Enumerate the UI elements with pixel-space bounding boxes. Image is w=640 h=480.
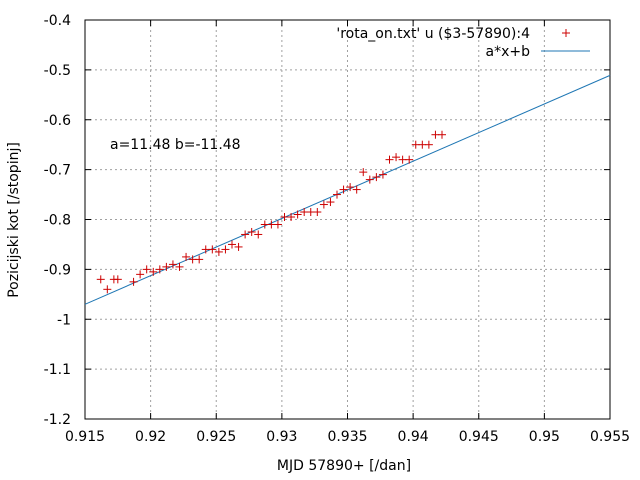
- x-axis-label: MJD 57890+ [/dan]: [277, 458, 411, 474]
- data-point: [319, 200, 328, 209]
- data-point: [372, 173, 381, 182]
- data-point: [113, 275, 122, 284]
- legend-point-glyph: [562, 29, 570, 37]
- y-tick-label: -0.9: [44, 262, 71, 278]
- axis-ticks: [84, 19, 611, 420]
- data-point: [142, 265, 151, 274]
- data-point: [129, 277, 138, 286]
- data-point: [287, 213, 296, 222]
- legend-label-line: a*x+b: [486, 44, 531, 60]
- y-axis-label: Pozicijski kot [/stopinj]: [6, 142, 22, 298]
- data-point: [228, 240, 236, 249]
- data-point: [221, 245, 230, 254]
- x-tick-label: 0.915: [65, 429, 105, 445]
- data-point: [378, 170, 387, 179]
- legend-label-points: 'rota_on.txt' u ($3-57890):4: [336, 26, 530, 42]
- data-point: [352, 185, 361, 194]
- x-tick-label: 0.93: [266, 429, 297, 445]
- data-point: [241, 230, 250, 239]
- y-tick-label: -1.2: [44, 412, 71, 428]
- legend-marker-points: [562, 29, 570, 37]
- x-tick-label: 0.92: [135, 429, 166, 445]
- data-point: [346, 183, 355, 192]
- data-point: [182, 252, 191, 261]
- x-tick-label: 0.935: [327, 429, 367, 445]
- data-point: [162, 262, 171, 271]
- y-tick-label: -1: [57, 312, 71, 328]
- data-point: [168, 260, 177, 269]
- fit-annotation: a=11.48 b=-11.48: [110, 137, 241, 153]
- data-point: [155, 265, 164, 274]
- data-point: [149, 267, 158, 276]
- data-point: [175, 262, 184, 271]
- legend: 'rota_on.txt' u ($3-57890):4 a*x+b: [336, 26, 590, 60]
- data-point: [405, 155, 414, 164]
- x-tick-label: 0.955: [590, 429, 630, 445]
- data-point: [326, 198, 335, 207]
- data-point: [136, 270, 145, 279]
- data-point: [96, 275, 105, 284]
- data-point: [438, 130, 446, 139]
- data-point: [424, 140, 433, 149]
- x-tick-label: 0.945: [459, 429, 499, 445]
- y-tick-label: -0.4: [44, 13, 71, 29]
- data-points-series: [96, 130, 446, 294]
- data-point: [333, 190, 341, 199]
- data-point: [313, 208, 322, 217]
- data-point: [293, 210, 302, 219]
- data-point: [385, 155, 394, 164]
- y-tick-label: -0.5: [44, 63, 71, 79]
- x-tick-label: 0.94: [398, 429, 429, 445]
- x-tick-label: 0.95: [529, 429, 560, 445]
- y-tick-label: -0.8: [44, 213, 71, 229]
- x-tick-label: 0.925: [196, 429, 236, 445]
- y-tick-label: -0.7: [44, 163, 71, 179]
- data-point: [234, 242, 243, 251]
- grid-lines: [85, 20, 610, 419]
- data-point: [339, 185, 348, 194]
- data-point: [103, 285, 112, 294]
- data-point: [273, 220, 282, 229]
- data-point: [214, 247, 223, 256]
- data-point: [392, 153, 401, 162]
- y-tick-label: -1.1: [44, 362, 71, 378]
- data-point: [359, 168, 368, 177]
- data-point: [254, 230, 263, 239]
- data-point: [195, 255, 204, 264]
- y-tick-label: -0.6: [44, 113, 71, 129]
- data-point: [365, 175, 374, 184]
- axis-tick-labels: 0.915 0.92 0.925 0.93 0.935 0.94 0.945 0.95 0.95…: [44, 13, 630, 445]
- data-point: [247, 227, 256, 236]
- data-point: [208, 245, 217, 254]
